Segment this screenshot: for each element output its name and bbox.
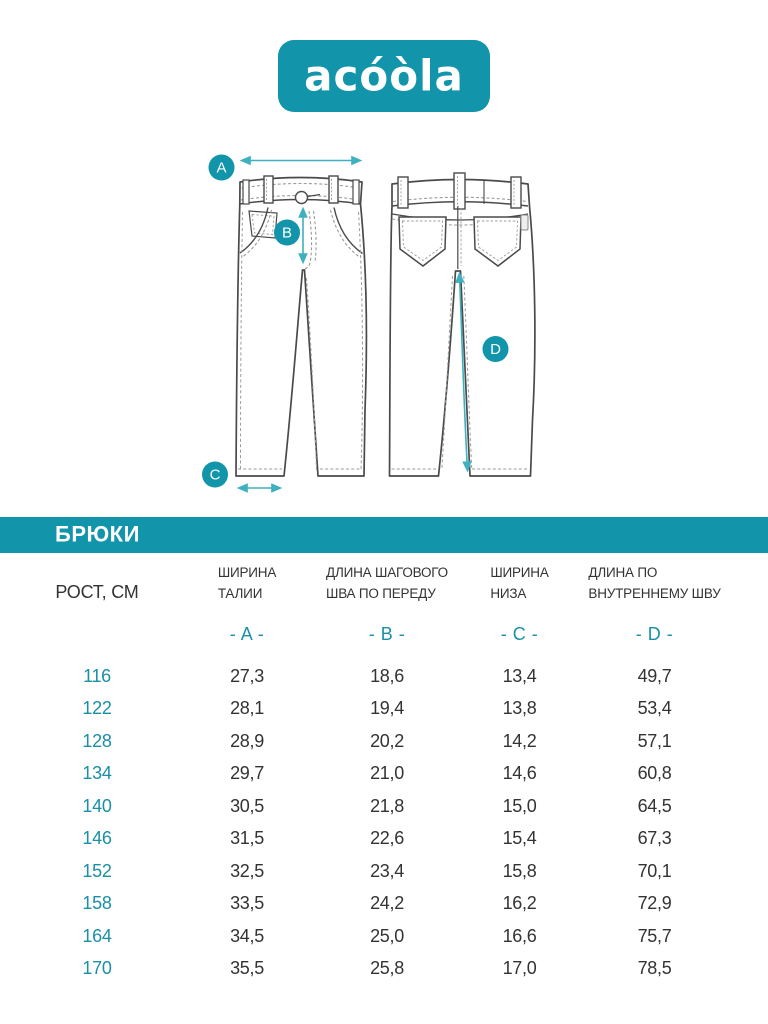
letter-a: - A - — [229, 623, 265, 644]
value-cell-d: 57,1 — [637, 730, 672, 751]
value-cell-d: 70,1 — [637, 860, 672, 881]
value-cell-d: 78,5 — [637, 958, 672, 979]
value-cell-c: 13,4 — [502, 665, 537, 686]
marker-a-label: A — [216, 160, 226, 177]
value-cell-c: 15,0 — [502, 795, 537, 816]
column-header-c-line1: ШИРИНА — [490, 565, 549, 580]
value-cell-a: 28,1 — [230, 698, 264, 719]
column-header-b-line1: ДЛИНА ШАГОВОГО — [326, 565, 448, 580]
marker-d-badge: D — [482, 336, 509, 362]
height-cell: 170 — [82, 958, 112, 979]
value-cell-d: 64,5 — [637, 795, 672, 816]
value-cell-a: 30,5 — [230, 795, 264, 816]
value-cell-c: 14,6 — [502, 763, 537, 784]
column-header-a: ШИРИНА ТАЛИИ — [182, 560, 312, 608]
value-cell-c: 14,2 — [502, 730, 537, 751]
value-cell-b: 22,6 — [370, 828, 404, 849]
trousers-measurement-diagram: A B C D — [202, 154, 536, 493]
height-cell: 122 — [82, 698, 112, 719]
marker-c-label: C — [210, 467, 221, 484]
letter-d: - D - — [635, 623, 674, 644]
marker-b-label: B — [282, 225, 292, 242]
value-cell-d: 75,7 — [637, 925, 672, 946]
value-cell-a: 34,5 — [230, 925, 264, 946]
value-cell-b: 24,2 — [370, 893, 404, 914]
value-cell-d: 72,9 — [637, 893, 672, 914]
value-cell-c: 16,6 — [502, 925, 537, 946]
measure-d-line — [455, 271, 472, 473]
value-cell-b: 18,6 — [370, 665, 404, 686]
column-header-d-line2: ВНУТРЕННЕМУ ШВУ — [588, 586, 721, 601]
column-header-d: ДЛИНА ПО ВНУТРЕННЕМУ ШВУ — [577, 560, 732, 608]
marker-b-badge: B — [274, 219, 300, 246]
column-header-b: ДЛИНА ШАГОВОГО ШВА ПО ПЕРЕДУ — [312, 560, 462, 608]
size-table: РОСТ, СМ ШИРИНА ТАЛИИ ДЛИНА ШАГОВОГО ШВА… — [12, 560, 732, 985]
height-cell: 128 — [82, 730, 112, 751]
value-cell-d: 60,8 — [637, 763, 672, 784]
value-cell-a: 35,5 — [230, 958, 264, 979]
height-column-header: РОСТ, СМ — [55, 582, 139, 602]
value-cell-a: 33,5 — [230, 893, 264, 914]
value-cell-c: 17,0 — [502, 958, 537, 979]
letter-b: - B - — [368, 623, 406, 644]
value-cell-b: 21,0 — [370, 763, 404, 784]
marker-c-badge: C — [202, 461, 228, 488]
letter-c: - C - — [500, 623, 539, 644]
brand-logo-text: acóòla — [304, 50, 464, 101]
height-cell: 134 — [82, 763, 112, 784]
height-cell: 140 — [82, 795, 112, 816]
column-header-a-line1: ШИРИНА — [217, 565, 277, 580]
front-view-drawing — [235, 175, 368, 477]
marker-a-badge: A — [208, 154, 235, 181]
value-cell-b: 21,8 — [370, 795, 404, 816]
height-cell: 164 — [82, 925, 112, 946]
back-view-drawing — [388, 172, 536, 477]
column-header-b-line2: ШВА ПО ПЕРЕДУ — [326, 586, 436, 601]
value-cell-c: 15,4 — [502, 828, 537, 849]
value-cell-a: 27,3 — [230, 665, 264, 686]
value-cell-b: 25,0 — [370, 925, 404, 946]
section-title: БРЮКИ — [55, 521, 140, 547]
value-cell-b: 25,8 — [370, 958, 404, 979]
column-header-d-line1: ДЛИНА ПО — [588, 565, 658, 580]
value-cell-b: 20,2 — [370, 730, 404, 751]
column-header-a-line2: ТАЛИИ — [217, 586, 263, 601]
column-header-c: ШИРИНА НИЗА — [462, 560, 577, 608]
value-cell-c: 16,2 — [502, 893, 537, 914]
value-cell-d: 67,3 — [637, 828, 672, 849]
height-cell: 158 — [82, 893, 112, 914]
value-cell-a: 28,9 — [230, 730, 264, 751]
value-cell-d: 49,7 — [637, 665, 672, 686]
measurement-arrows — [236, 155, 472, 493]
value-cell-a: 31,5 — [230, 828, 264, 849]
marker-d-label: D — [490, 341, 501, 358]
height-cell: 146 — [82, 828, 112, 849]
value-cell-d: 53,4 — [637, 698, 672, 719]
value-cell-c: 15,8 — [502, 860, 537, 881]
value-cell-c: 13,8 — [502, 698, 537, 719]
column-header-c-line2: НИЗА — [490, 586, 527, 601]
value-cell-b: 23,4 — [370, 860, 404, 881]
height-cell: 116 — [83, 665, 111, 686]
brand-logo: acóòla — [278, 40, 490, 112]
section-banner: БРЮКИ — [0, 517, 768, 553]
value-cell-a: 32,5 — [230, 860, 264, 881]
value-cell-b: 19,4 — [370, 698, 404, 719]
letters-row-spacer — [12, 608, 182, 660]
value-cell-a: 29,7 — [230, 763, 264, 784]
height-cell: 152 — [82, 860, 112, 881]
